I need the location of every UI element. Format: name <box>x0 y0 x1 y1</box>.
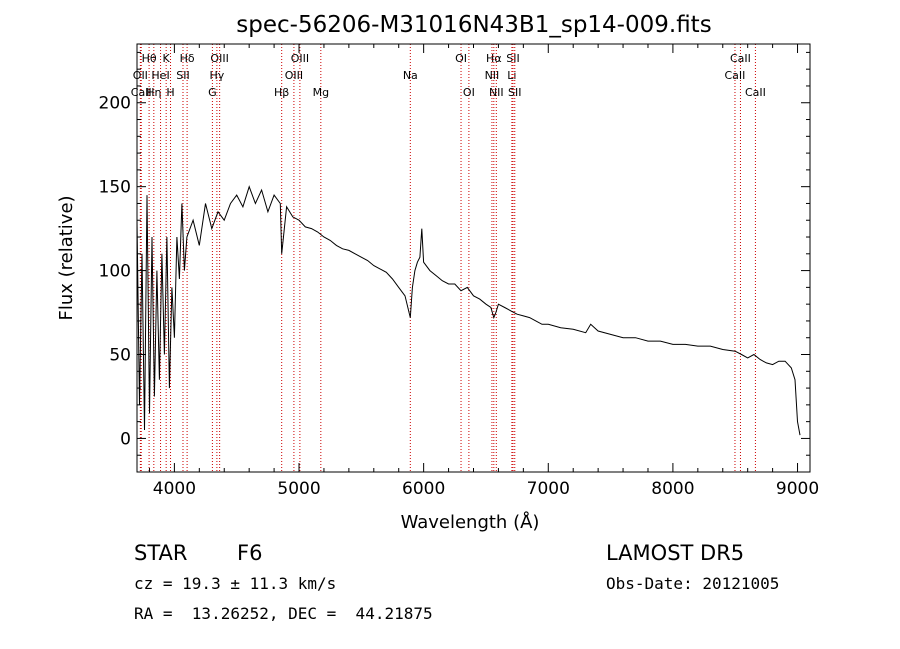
line-marker-label: SII <box>506 52 519 65</box>
line-marker-label: OI <box>463 86 475 99</box>
y-tick-label: 200 <box>99 94 131 114</box>
x-tick-label: 5000 <box>277 479 320 499</box>
line-marker-label: NII <box>489 86 504 99</box>
line-marker-label: Hθ <box>142 52 157 65</box>
spectrum-chart: spec-56206-M31016N43B1_sp14-009.fits Hθ O… <box>56 12 819 533</box>
line-marker-label: SII <box>176 69 189 82</box>
line-marker-label: Hη <box>146 86 161 99</box>
line-marker-label: Hδ <box>180 52 195 65</box>
line-marker-label: Na <box>403 69 418 82</box>
survey-name: LAMOST DR5 <box>606 541 745 565</box>
x-tick-label: 4000 <box>153 479 196 499</box>
line-marker-label: OIII <box>210 52 228 65</box>
line-marker-label: G <box>208 86 217 99</box>
y-axis-label: Flux (relative) <box>56 195 77 320</box>
line-marker-label: OI <box>455 52 467 65</box>
y-tick-label: 150 <box>99 178 131 198</box>
redshift-text: cz = 19.3 ± 11.3 km/s <box>134 574 337 593</box>
obs-date: Obs-Date: 20121005 <box>606 574 780 593</box>
line-marker-label: CaII <box>131 86 152 99</box>
x-axis-label: Wavelength (Å) <box>401 511 540 533</box>
spectrum-line <box>136 185 801 436</box>
plot-frame <box>136 43 811 473</box>
line-marker-label: CaII <box>730 52 751 65</box>
x-tick-label: 6000 <box>402 479 445 499</box>
chart-title: spec-56206-M31016N43B1_sp14-009.fits <box>236 12 711 38</box>
line-marker-label: Hγ <box>209 69 224 82</box>
line-marker-label: K <box>163 52 171 65</box>
line-marker-label: Hα <box>486 52 502 65</box>
line-marker-label: HeI <box>151 69 169 82</box>
x-axis: 4000 5000 6000 7000 8000 9000 <box>148 44 819 499</box>
coordinates: RA = 13.26252, DEC = 44.21875 <box>134 604 433 623</box>
line-marker-label: CaII <box>745 86 766 99</box>
x-tick-label: 9000 <box>776 479 819 499</box>
y-tick-label: 50 <box>109 346 131 366</box>
y-axis: 0 50 100 150 200 <box>99 51 810 456</box>
x-tick-label: 8000 <box>651 479 694 499</box>
line-marker-label: Li <box>507 69 516 82</box>
line-marker-label: CaII <box>725 69 746 82</box>
y-tick-label: 0 <box>120 429 131 449</box>
line-marker-label: SII <box>508 86 521 99</box>
line-marker-label: Hβ <box>274 86 289 99</box>
object-subclass: F6 <box>237 541 263 565</box>
y-tick-label: 100 <box>99 262 131 282</box>
line-marker-label: OII <box>133 69 148 82</box>
line-marker-label: H <box>166 86 174 99</box>
line-marker-label: OIII <box>291 52 309 65</box>
line-marker-label: Mg <box>313 86 329 99</box>
line-marker-label: OIII <box>285 69 303 82</box>
x-tick-label: 7000 <box>527 479 570 499</box>
object-class: STAR <box>134 541 188 565</box>
line-marker-label: NII <box>485 69 500 82</box>
